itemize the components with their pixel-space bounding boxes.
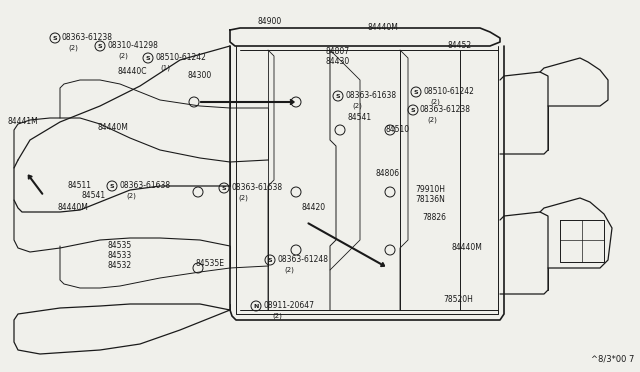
Text: 84440M: 84440M xyxy=(58,203,89,212)
Text: 08363-61238: 08363-61238 xyxy=(420,106,471,115)
Text: 08510-61242: 08510-61242 xyxy=(423,87,474,96)
Text: 08363-61238: 08363-61238 xyxy=(62,33,113,42)
Text: ^8/3*00 7: ^8/3*00 7 xyxy=(591,355,634,364)
Text: (2): (2) xyxy=(352,103,362,109)
Text: S: S xyxy=(268,257,272,263)
Text: (2): (2) xyxy=(430,99,440,105)
Text: (2): (2) xyxy=(238,195,248,201)
Text: 84533: 84533 xyxy=(108,251,132,260)
Text: 84532: 84532 xyxy=(108,262,132,270)
Text: (2): (2) xyxy=(118,53,128,59)
Text: 08310-41298: 08310-41298 xyxy=(107,42,158,51)
Text: 84440M: 84440M xyxy=(98,124,129,132)
Text: 84420: 84420 xyxy=(302,203,326,212)
Text: 84806: 84806 xyxy=(376,170,400,179)
Text: 84541: 84541 xyxy=(82,192,106,201)
Text: 08510-61242: 08510-61242 xyxy=(155,54,206,62)
Text: 84541: 84541 xyxy=(348,113,372,122)
Text: S: S xyxy=(411,108,415,112)
Text: 84441M: 84441M xyxy=(8,118,39,126)
Text: 84452: 84452 xyxy=(448,42,472,51)
Text: 08363-61248: 08363-61248 xyxy=(277,256,328,264)
Text: 08911-20647: 08911-20647 xyxy=(263,301,314,311)
Text: 79910H: 79910H xyxy=(415,186,445,195)
Text: 78520H: 78520H xyxy=(443,295,473,305)
Text: 84440M: 84440M xyxy=(368,23,399,32)
Text: 84535E: 84535E xyxy=(196,260,225,269)
Text: S: S xyxy=(52,35,58,41)
Text: (2): (2) xyxy=(126,193,136,199)
Text: S: S xyxy=(413,90,419,94)
Text: (1): (1) xyxy=(160,65,170,71)
Text: 84440M: 84440M xyxy=(452,244,483,253)
Text: S: S xyxy=(336,93,340,99)
Text: N: N xyxy=(253,304,259,308)
Text: 08363-61638: 08363-61638 xyxy=(231,183,282,192)
Text: (2): (2) xyxy=(68,45,78,51)
Text: 84535: 84535 xyxy=(108,241,132,250)
Text: S: S xyxy=(146,55,150,61)
Text: 08363-61638: 08363-61638 xyxy=(345,92,396,100)
Text: S: S xyxy=(109,183,115,189)
Text: 84900: 84900 xyxy=(258,17,282,26)
Text: 84430: 84430 xyxy=(326,58,350,67)
Text: (2): (2) xyxy=(284,267,294,273)
Text: 84807: 84807 xyxy=(326,48,350,57)
Text: 78136N: 78136N xyxy=(415,196,445,205)
Text: 78826: 78826 xyxy=(422,214,446,222)
Text: S: S xyxy=(221,186,227,190)
Text: 84440C: 84440C xyxy=(118,67,147,77)
Text: 84300: 84300 xyxy=(188,71,212,80)
Text: 08363-61638: 08363-61638 xyxy=(119,182,170,190)
Text: (2): (2) xyxy=(427,117,437,123)
Text: 84511: 84511 xyxy=(68,182,92,190)
Text: 84510: 84510 xyxy=(385,125,409,135)
Text: S: S xyxy=(98,44,102,48)
Text: (2): (2) xyxy=(272,313,282,319)
